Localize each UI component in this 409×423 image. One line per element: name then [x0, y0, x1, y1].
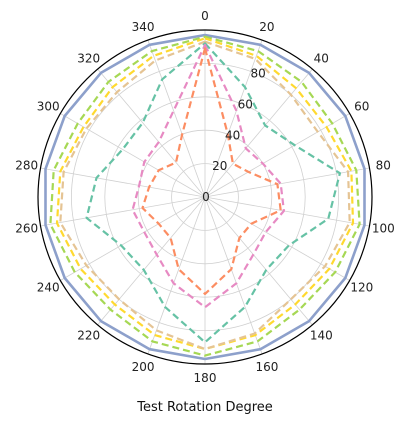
series-line-6 [141, 47, 282, 295]
series-layer [44, 33, 366, 361]
angular-gridline [204, 196, 263, 355]
angle-tick-label: 200 [132, 360, 155, 374]
angular-gridline [204, 68, 313, 198]
angle-tick-label: 180 [194, 371, 217, 385]
angular-gridline [204, 167, 370, 198]
radial-tick-label: 40 [225, 128, 240, 142]
series-line-0 [44, 33, 366, 361]
angular-gridline [147, 39, 206, 198]
x-axis-title: Test Rotation Degree [136, 400, 273, 415]
series-line-5 [131, 43, 285, 309]
angular-gridline [204, 39, 263, 198]
angle-tick-label: 60 [354, 100, 369, 114]
polar-frame [37, 29, 373, 365]
angle-tick-label: 80 [376, 159, 391, 173]
angle-tick-label: 320 [77, 51, 100, 65]
angular-gridline [40, 167, 206, 198]
series-line-4 [85, 42, 341, 344]
angular-gridline [204, 196, 370, 227]
angle-tick-label: 280 [15, 159, 38, 173]
radial-tick-label: 20 [212, 159, 227, 173]
series-line-2 [55, 37, 355, 351]
radial-tick-label: 80 [250, 67, 265, 81]
angular-gridline [40, 196, 206, 227]
angle-tick-label: 40 [314, 51, 329, 65]
tick-labels: 0204060801001201401601802002202402602803… [15, 9, 395, 385]
angle-tick-label: 160 [255, 360, 278, 374]
series-line-1 [49, 35, 361, 357]
angular-gridline [97, 196, 206, 326]
angle-tick-label: 260 [15, 221, 38, 235]
angle-tick-label: 20 [259, 20, 274, 34]
angle-tick-label: 100 [372, 221, 395, 235]
radial-tick-label: 0 [202, 190, 210, 204]
angle-tick-label: 220 [77, 329, 100, 343]
angle-tick-label: 120 [350, 281, 373, 295]
angle-tick-label: 240 [37, 281, 60, 295]
angular-gridline [97, 68, 206, 198]
angular-gridline [204, 196, 313, 326]
angular-gridline [60, 196, 206, 281]
radial-tick-label: 60 [238, 97, 253, 111]
angle-tick-label: 140 [310, 329, 333, 343]
polar-grid [40, 30, 370, 364]
series-line-3 [59, 40, 351, 351]
angle-tick-label: 300 [37, 100, 60, 114]
angular-gridline [60, 113, 206, 198]
angular-gridline [147, 196, 206, 355]
angle-tick-label: 0 [201, 9, 209, 23]
angle-tick-label: 340 [132, 20, 155, 34]
